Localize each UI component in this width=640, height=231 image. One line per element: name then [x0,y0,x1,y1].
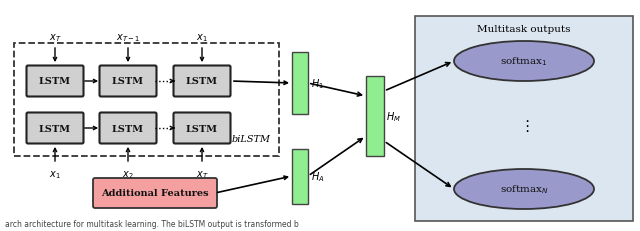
Bar [14,44,279,156]
Text: $x_1$: $x_1$ [196,32,208,44]
Text: $x_T$: $x_T$ [196,168,208,180]
Text: softmax$_N$: softmax$_N$ [500,183,548,196]
Text: $x_2$: $x_2$ [122,168,134,180]
Text: $H_1$: $H_1$ [311,77,324,91]
Bar [292,149,308,204]
Text: $x_{T-1}$: $x_{T-1}$ [116,32,140,44]
FancyBboxPatch shape [173,113,230,144]
Ellipse shape [454,169,594,209]
Text: LSTM: LSTM [112,77,144,86]
Text: Multitask outputs: Multitask outputs [477,25,571,34]
Text: biLSTM: biLSTM [232,134,271,143]
Text: $H_M$: $H_M$ [386,110,401,123]
FancyBboxPatch shape [99,66,157,97]
Text: LSTM: LSTM [186,124,218,133]
Text: LSTM: LSTM [39,124,71,133]
Text: Additional Features: Additional Features [101,189,209,198]
Text: LSTM: LSTM [186,77,218,86]
FancyBboxPatch shape [93,178,217,208]
Text: arch architecture for multitask learning. The biLSTM output is transformed b: arch architecture for multitask learning… [5,219,299,228]
Bar [415,17,633,221]
Bar [292,53,308,115]
Text: LSTM: LSTM [39,77,71,86]
Text: $\vdots$: $\vdots$ [519,118,529,134]
Text: $x_T$: $x_T$ [49,32,61,44]
FancyBboxPatch shape [26,66,83,97]
FancyBboxPatch shape [173,66,230,97]
Text: $x_1$: $x_1$ [49,168,61,180]
Bar [366,77,384,156]
FancyBboxPatch shape [99,113,157,144]
Ellipse shape [454,42,594,82]
Text: $H_A$: $H_A$ [311,169,324,183]
Text: LSTM: LSTM [112,124,144,133]
FancyBboxPatch shape [26,113,83,144]
Text: softmax$_1$: softmax$_1$ [500,55,548,68]
